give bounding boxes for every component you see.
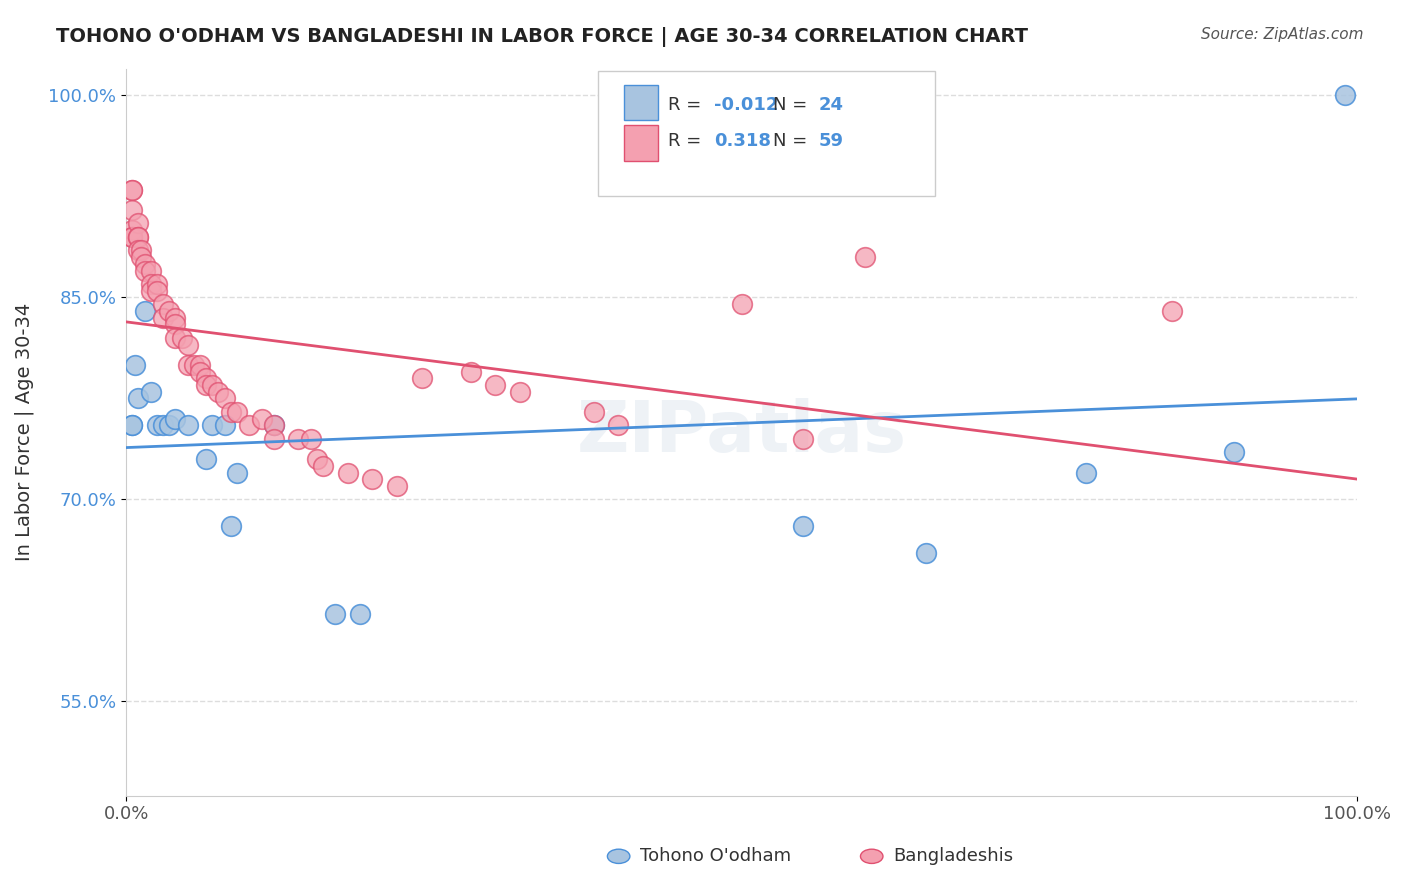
Point — [1161, 304, 1184, 318]
Point — [134, 304, 156, 318]
Point — [1223, 445, 1246, 459]
Point — [157, 418, 180, 433]
Point — [225, 405, 247, 419]
Point — [1076, 466, 1098, 480]
Point — [325, 607, 347, 621]
Point — [165, 331, 187, 345]
Point — [195, 452, 218, 467]
Point — [207, 384, 229, 399]
Point — [121, 183, 143, 197]
Point — [121, 418, 143, 433]
Point — [152, 310, 174, 325]
Point — [139, 277, 162, 291]
Point — [152, 297, 174, 311]
Point — [336, 466, 359, 480]
Point — [121, 202, 143, 217]
Point — [250, 411, 273, 425]
Point — [127, 244, 149, 258]
Point — [139, 384, 162, 399]
Point — [121, 418, 143, 433]
Text: Bangladeshis: Bangladeshis — [893, 847, 1012, 865]
Point — [134, 257, 156, 271]
Point — [263, 418, 285, 433]
Point — [146, 418, 169, 433]
Point — [225, 466, 247, 480]
Point — [411, 371, 433, 385]
Point — [214, 418, 236, 433]
Text: 24: 24 — [818, 96, 844, 114]
Point — [201, 378, 224, 392]
Point — [361, 472, 384, 486]
Point — [792, 432, 814, 446]
Point — [263, 432, 285, 446]
Point — [146, 284, 169, 298]
Point — [165, 310, 187, 325]
Point — [305, 452, 328, 467]
Point — [1333, 88, 1355, 103]
Text: 0.318: 0.318 — [714, 132, 772, 150]
Point — [312, 458, 335, 473]
Point — [157, 304, 180, 318]
Point — [152, 418, 174, 433]
Text: R =: R = — [668, 96, 707, 114]
Point — [730, 297, 752, 311]
Point — [121, 223, 143, 237]
Point — [214, 392, 236, 406]
Point — [263, 418, 285, 433]
Point — [915, 546, 938, 560]
Point — [129, 244, 152, 258]
Point — [146, 277, 169, 291]
Point — [484, 378, 506, 392]
Point — [287, 432, 309, 446]
Point — [170, 331, 193, 345]
Text: 59: 59 — [818, 132, 844, 150]
Point — [176, 337, 198, 351]
Point — [188, 365, 211, 379]
Point — [134, 263, 156, 277]
Point — [139, 263, 162, 277]
Text: N =: N = — [773, 132, 813, 150]
Point — [183, 358, 205, 372]
Point — [165, 411, 187, 425]
Point — [139, 284, 162, 298]
Point — [127, 230, 149, 244]
Point — [188, 358, 211, 372]
Text: -0.012: -0.012 — [714, 96, 779, 114]
Point — [509, 384, 531, 399]
Point — [195, 371, 218, 385]
Text: Tohono O'odham: Tohono O'odham — [640, 847, 790, 865]
Point — [219, 405, 242, 419]
Point — [385, 479, 408, 493]
Y-axis label: In Labor Force | Age 30-34: In Labor Force | Age 30-34 — [15, 303, 35, 561]
Point — [299, 432, 322, 446]
Point — [129, 250, 152, 264]
Point — [124, 358, 146, 372]
Text: TOHONO O'ODHAM VS BANGLADESHI IN LABOR FORCE | AGE 30-34 CORRELATION CHART: TOHONO O'ODHAM VS BANGLADESHI IN LABOR F… — [56, 27, 1028, 46]
Point — [460, 365, 482, 379]
Text: N =: N = — [773, 96, 813, 114]
Text: Source: ZipAtlas.com: Source: ZipAtlas.com — [1201, 27, 1364, 42]
Point — [792, 519, 814, 533]
Point — [165, 318, 187, 332]
Point — [127, 392, 149, 406]
Point — [176, 358, 198, 372]
Point — [349, 607, 371, 621]
Point — [127, 230, 149, 244]
Point — [121, 230, 143, 244]
Point — [238, 418, 260, 433]
Point — [853, 250, 876, 264]
Point — [121, 230, 143, 244]
Point — [201, 418, 224, 433]
Text: ZIPatlas: ZIPatlas — [576, 398, 907, 467]
Point — [127, 216, 149, 230]
Text: R =: R = — [668, 132, 707, 150]
Point — [582, 405, 605, 419]
Point — [121, 183, 143, 197]
Point — [219, 519, 242, 533]
Point — [607, 418, 630, 433]
Point — [176, 418, 198, 433]
Point — [195, 378, 218, 392]
